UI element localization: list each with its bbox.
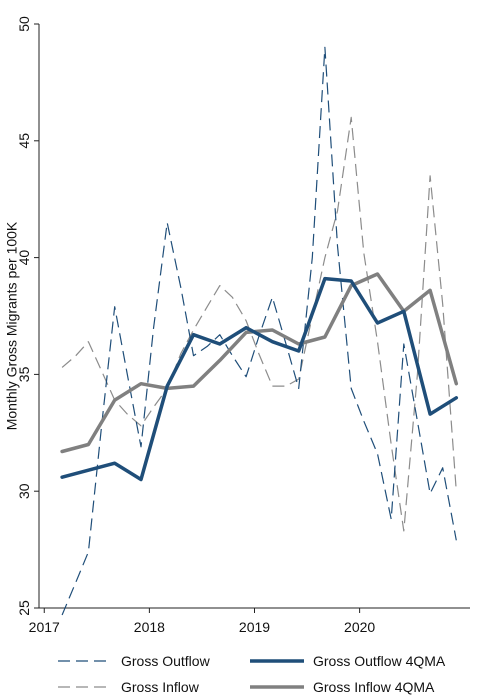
series-line-gross-inflow-4qma: [60, 272, 459, 454]
series-line-gross-outflow: [61, 46, 457, 616]
series-line-gross-inflow: [61, 116, 457, 532]
x-tick-label: 2018: [134, 619, 165, 635]
x-axis-ticks: 2017 2018 2019 2020: [29, 608, 375, 635]
legend-label: Gross Outflow: [121, 653, 211, 669]
y-tick-label: 30: [16, 483, 32, 499]
legend-label: Gross Inflow 4QMA: [313, 679, 435, 695]
y-tick-label: 50: [16, 16, 32, 32]
legend-item: Gross Inflow 4QMA: [250, 679, 435, 695]
y-tick-label: 45: [16, 133, 32, 149]
legend-item: Gross Inflow: [58, 679, 200, 695]
series-layer: [60, 46, 459, 616]
legend-item: Gross Outflow: [58, 653, 211, 669]
x-tick-label: 2020: [344, 619, 375, 635]
x-tick-label: 2017: [29, 619, 60, 635]
legend: Gross Outflow Gross Outflow 4QMA Gross Inf…: [58, 653, 446, 695]
y-axis-ticks: 25 30 35 40 45 50: [16, 16, 39, 616]
y-tick-label: 25: [16, 600, 32, 616]
legend-label: Gross Outflow 4QMA: [313, 653, 446, 669]
series-line-gross-outflow-4qma: [60, 276, 459, 482]
legend-label: Gross Inflow: [121, 679, 200, 695]
axes: 25 30 35 40 45 50 2017 2018 2019 2020 Monthly Gr…: [4, 16, 470, 635]
legend-item: Gross Outflow 4QMA: [250, 653, 446, 669]
y-axis-title: Monthly Gross Migrants per 100K: [4, 221, 20, 430]
y-tick-label: 35: [16, 366, 32, 382]
y-tick-label: 40: [16, 250, 32, 266]
x-tick-label: 2019: [239, 619, 270, 635]
